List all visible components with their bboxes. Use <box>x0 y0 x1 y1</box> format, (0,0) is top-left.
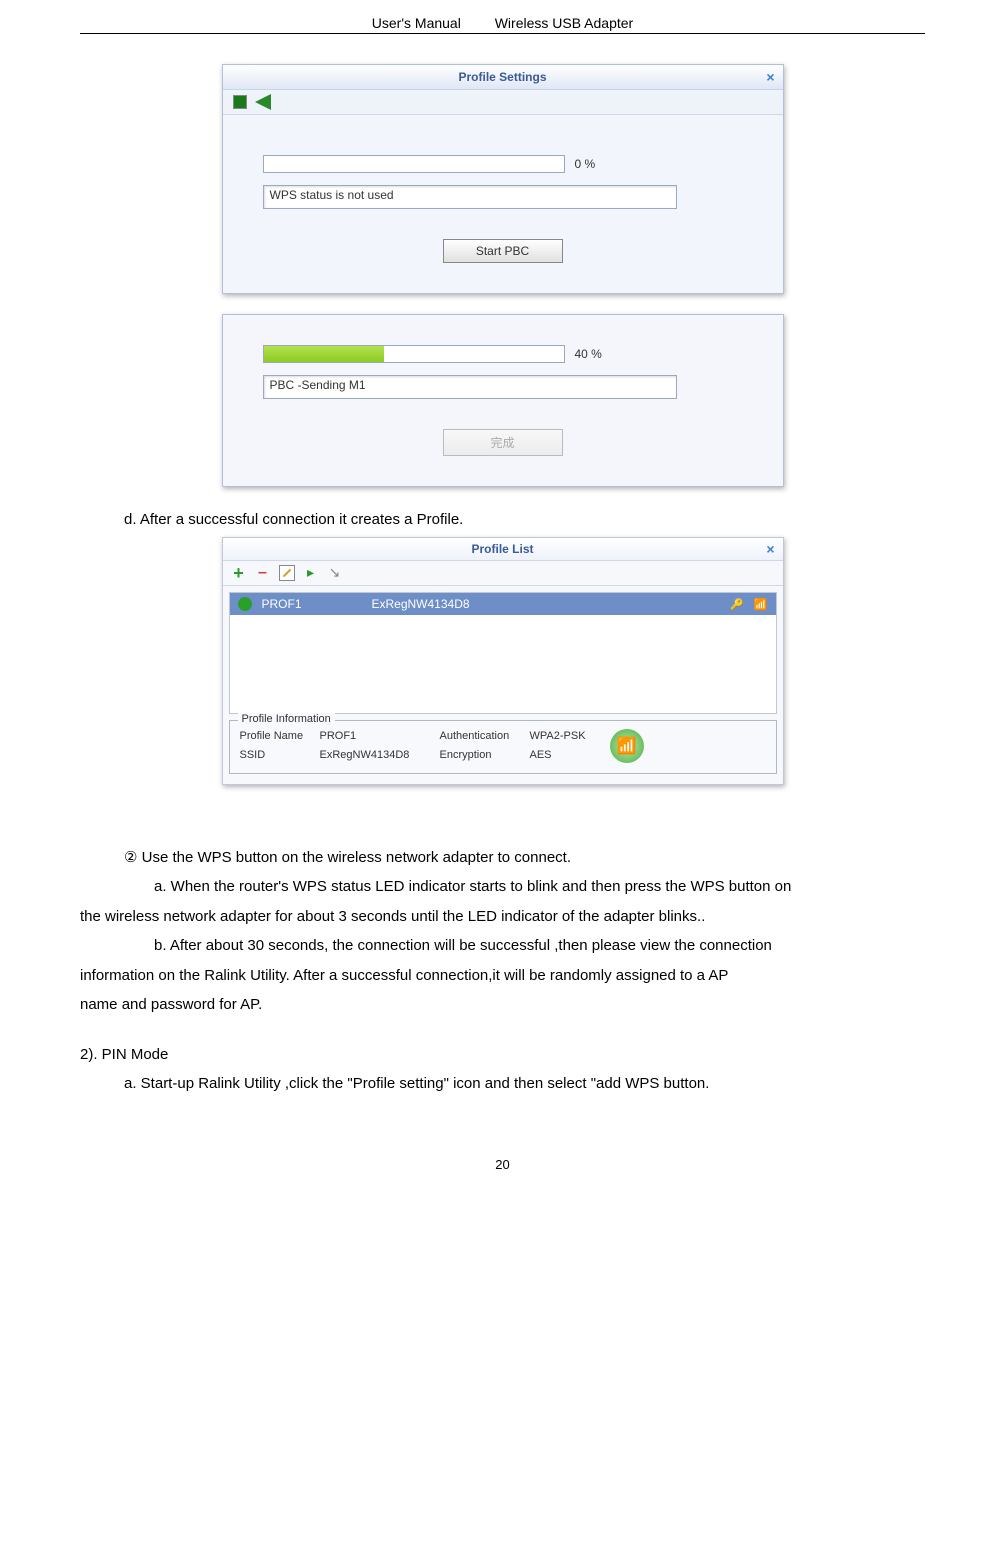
close-icon[interactable]: × <box>766 69 774 85</box>
add-icon[interactable] <box>231 565 247 581</box>
profile-list-toolbar <box>223 561 783 586</box>
progress-bar <box>263 155 565 173</box>
enc-label: Encryption <box>440 749 530 761</box>
step2a-cont: the wireless network adapter for about 3… <box>80 904 925 930</box>
profile-settings-dialog-1: Profile Settings × 0 % WPS status is not… <box>222 64 784 294</box>
page-number: 20 <box>0 1157 1005 1192</box>
header-left: User's Manual <box>372 15 461 31</box>
active-check-icon <box>238 597 252 611</box>
header-right: Wireless USB Adapter <box>495 15 634 31</box>
step-d-text: d. After a successful connection it crea… <box>80 507 925 533</box>
close-icon[interactable]: × <box>766 541 774 557</box>
profile-list-title-bar: Profile List × <box>223 538 783 561</box>
profile-row-ssid: ExRegNW4134D8 <box>372 597 721 611</box>
progress-label-2: 40 % <box>575 347 602 361</box>
import-icon[interactable] <box>303 565 319 581</box>
progress-label: 0 % <box>575 157 596 171</box>
progress-bar-2 <box>263 345 565 363</box>
enc-value: AES <box>530 749 610 761</box>
profile-info-legend: Profile Information <box>238 713 335 725</box>
status-text-2: PBC -Sending M1 <box>263 375 677 399</box>
progress-row-2: 40 % <box>263 345 743 363</box>
progress-row: 0 % <box>263 155 743 173</box>
pin-a: a. Start-up Ralink Utility ,click the "P… <box>80 1071 925 1097</box>
profile-row-name: PROF1 <box>262 597 362 611</box>
key-icon <box>730 597 744 611</box>
step2-head: ② Use the WPS button on the wireless net… <box>80 845 925 871</box>
auth-value: WPA2-PSK <box>530 730 610 742</box>
ssid-label: SSID <box>240 749 320 761</box>
export-icon[interactable] <box>327 565 343 581</box>
ssid-value: ExRegNW4134D8 <box>320 749 440 761</box>
signal-icon <box>754 597 768 611</box>
profile-info-box: Profile Information Profile Name PROF1 A… <box>229 720 777 774</box>
profile-row[interactable]: PROF1 ExRegNW4134D8 <box>230 593 776 615</box>
finish-button: 完成 <box>443 429 563 456</box>
progress-fill-2 <box>264 346 384 362</box>
auth-label: Authentication <box>440 730 530 742</box>
step2b-cont2: name and password for AP. <box>80 992 925 1018</box>
profile-list: PROF1 ExRegNW4134D8 <box>229 592 777 714</box>
dialog-title-bar: Profile Settings × <box>223 65 783 90</box>
wifi-round-icon <box>610 729 644 763</box>
status-text: WPS status is not used <box>263 185 677 209</box>
profile-list-window: Profile List × PROF1 ExRegNW4134D8 <box>222 537 784 785</box>
remove-icon[interactable] <box>255 565 271 581</box>
profile-name-value: PROF1 <box>320 730 440 742</box>
profile-name-label: Profile Name <box>240 730 320 742</box>
profile-list-title: Profile List <box>471 542 533 556</box>
step2a: a. When the router's WPS status LED indi… <box>80 874 925 900</box>
step2b-cont1: information on the Ralink Utility. After… <box>80 963 925 989</box>
dialog-title: Profile Settings <box>458 70 546 84</box>
dialog-toolbar <box>223 90 783 115</box>
pin-head: 2). PIN Mode <box>80 1042 925 1068</box>
edit-icon[interactable] <box>279 565 295 581</box>
step2b: b. After about 30 seconds, the connectio… <box>80 933 925 959</box>
start-pbc-button[interactable]: Start PBC <box>443 239 563 263</box>
back-arrow-icon[interactable] <box>255 94 271 110</box>
square-icon[interactable] <box>233 95 247 109</box>
profile-settings-dialog-2: 40 % PBC -Sending M1 完成 <box>222 314 784 487</box>
